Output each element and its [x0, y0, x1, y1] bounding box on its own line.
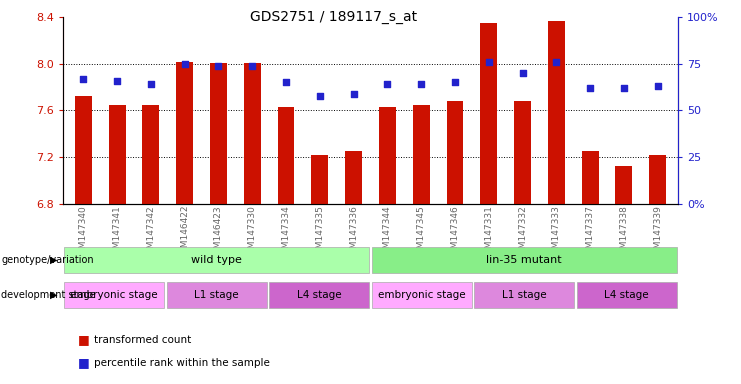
- Point: [179, 61, 190, 67]
- Text: percentile rank within the sample: percentile rank within the sample: [94, 358, 270, 368]
- Bar: [413, 104, 430, 204]
- Bar: [244, 63, 261, 204]
- Text: transformed count: transformed count: [94, 335, 191, 345]
- Text: L4 stage: L4 stage: [605, 290, 649, 300]
- Bar: [278, 107, 294, 204]
- Text: L4 stage: L4 stage: [297, 290, 342, 300]
- Point: [449, 79, 461, 86]
- Point: [382, 81, 393, 88]
- Bar: [372, 247, 677, 273]
- Text: embryonic stage: embryonic stage: [70, 290, 158, 300]
- Bar: [176, 61, 193, 204]
- Point: [77, 76, 89, 82]
- Bar: [75, 96, 92, 204]
- Point: [111, 78, 123, 84]
- Bar: [64, 282, 164, 308]
- Point: [551, 59, 562, 65]
- Point: [314, 93, 326, 99]
- Bar: [577, 282, 677, 308]
- Bar: [142, 104, 159, 204]
- Text: development stage: development stage: [1, 290, 96, 300]
- Bar: [167, 282, 267, 308]
- Point: [145, 81, 157, 88]
- Point: [348, 91, 359, 97]
- Bar: [345, 151, 362, 204]
- Bar: [582, 151, 599, 204]
- Text: embryonic stage: embryonic stage: [378, 290, 465, 300]
- Bar: [64, 247, 369, 273]
- Bar: [372, 282, 471, 308]
- Point: [584, 85, 596, 91]
- Point: [652, 83, 664, 89]
- Bar: [210, 63, 227, 204]
- Point: [516, 70, 528, 76]
- Bar: [548, 21, 565, 204]
- Bar: [109, 104, 125, 204]
- Bar: [474, 282, 574, 308]
- Bar: [311, 155, 328, 204]
- Bar: [379, 107, 396, 204]
- Text: ▶: ▶: [50, 290, 57, 300]
- Text: genotype/variation: genotype/variation: [1, 255, 94, 265]
- Text: lin-35 mutant: lin-35 mutant: [486, 255, 562, 265]
- Text: ■: ■: [78, 333, 90, 346]
- Bar: [480, 23, 497, 204]
- Text: wild type: wild type: [191, 255, 242, 265]
- Bar: [649, 155, 666, 204]
- Point: [415, 81, 427, 88]
- Text: ▶: ▶: [50, 255, 57, 265]
- Point: [483, 59, 495, 65]
- Point: [246, 63, 258, 69]
- Point: [213, 63, 225, 69]
- Bar: [514, 101, 531, 204]
- Bar: [447, 101, 463, 204]
- Point: [280, 79, 292, 86]
- Bar: [616, 166, 632, 204]
- Text: ■: ■: [78, 356, 90, 369]
- Text: L1 stage: L1 stage: [502, 290, 547, 300]
- Text: GDS2751 / 189117_s_at: GDS2751 / 189117_s_at: [250, 10, 417, 23]
- Bar: [270, 282, 369, 308]
- Text: L1 stage: L1 stage: [194, 290, 239, 300]
- Point: [618, 85, 630, 91]
